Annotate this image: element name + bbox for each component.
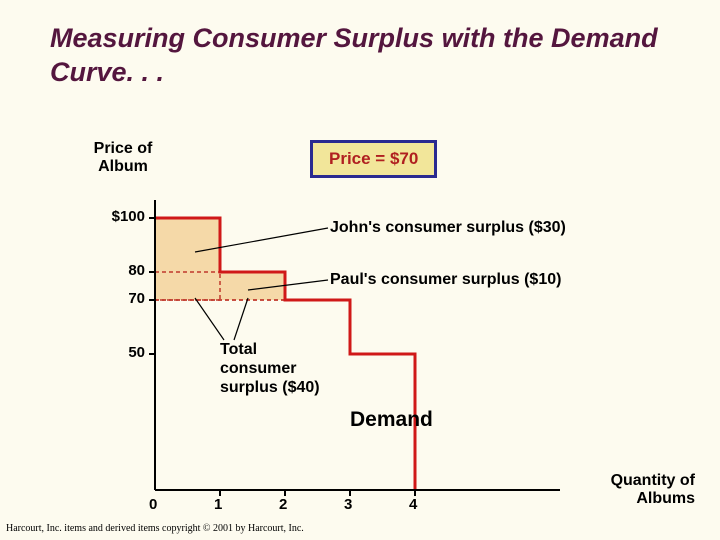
y-tick-label: 80 [128,262,145,279]
x-tick-label: 3 [344,496,352,513]
demand-label: Demand [350,408,433,432]
y-axis-label: Price ofAlbum [78,140,168,177]
copyright: Harcourt, Inc. items and derived items c… [6,523,304,534]
annot-total: Totalconsumersurplus ($40) [220,340,320,398]
x-tick-label: 4 [409,496,417,513]
x-tick-label: 1 [214,496,222,513]
annot-john: John's consumer surplus ($30) [330,218,566,237]
y-tick-label: $100 [112,208,145,225]
annot-paul: Paul's consumer surplus ($10) [330,270,561,289]
price-box: Price = $70 [310,140,437,178]
x-tick-label: 0 [149,496,157,513]
y-tick-label: 70 [128,290,145,307]
x-axis-label: Quantity ofAlbums [555,472,695,509]
x-tick-label: 2 [279,496,287,513]
y-tick-label: 50 [128,344,145,361]
